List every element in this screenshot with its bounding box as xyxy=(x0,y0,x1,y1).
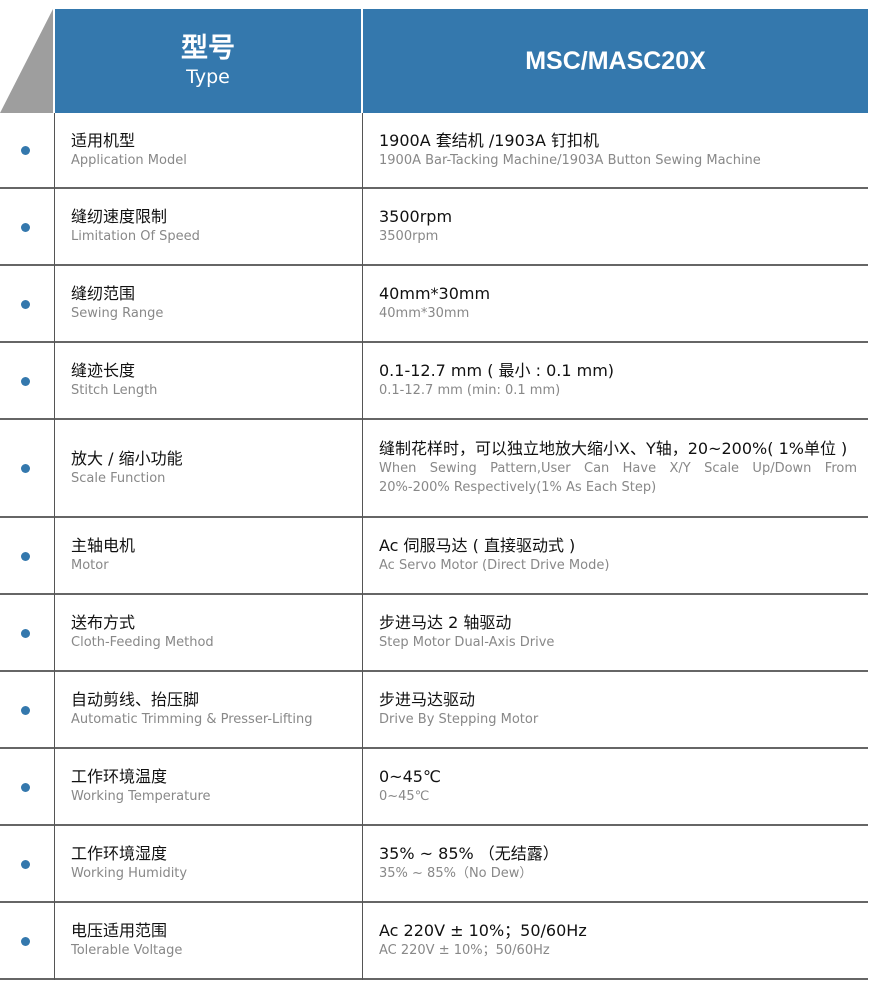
spec-value-en: 40mm*30mm xyxy=(379,306,470,321)
spec-value: 步进马达驱动 Drive By Stepping Motor xyxy=(379,672,857,747)
bullet-icon xyxy=(21,376,30,386)
table-row: 电压适用范围 Tolerable Voltage Ac 220V ± 10%；50… xyxy=(0,903,868,980)
spec-label-cn: 自动剪线、抬压脚 xyxy=(71,690,200,709)
column-divider xyxy=(54,113,55,980)
spec-label-cn: 工作环境湿度 xyxy=(71,844,168,863)
spec-value: 0~45℃ 0~45℃ xyxy=(379,749,857,824)
spec-value: 缝制花样时，可以独立地放大缩小X、Y轴，20~200%( 1%单位 ) When … xyxy=(379,420,857,516)
header-type-cell: 型号 Type xyxy=(55,9,361,113)
spec-label-en: Scale Function xyxy=(71,470,166,486)
bullet-icon xyxy=(21,705,30,715)
spec-value-en: 35% ~ 85%（No Dew） xyxy=(379,866,533,881)
spec-label-en: Sewing Range xyxy=(71,306,164,321)
spec-label-cn: 主轴电机 xyxy=(71,536,136,555)
spec-value-cn: 35% ~ 85% （无结露） xyxy=(379,844,559,863)
spec-label-en: Working Humidity xyxy=(71,866,188,881)
spec-value-cn: 0~45℃ xyxy=(379,767,441,786)
spec-label: 电压适用范围 Tolerable Voltage xyxy=(71,903,356,978)
spec-value-cn: 1900A 套结机 /1903A 钉扣机 xyxy=(379,130,599,150)
spec-label-cn: 缝纫速度限制 xyxy=(71,207,168,226)
spec-value-en: 1900A Bar-Tacking Machine/1903A Button S… xyxy=(379,152,761,168)
spec-label: 缝纫范围 Sewing Range xyxy=(71,266,356,341)
bullet-icon xyxy=(21,859,30,869)
table-row: 放大 / 缩小功能 Scale Function 缝制花样时，可以独立地放大缩小X… xyxy=(0,420,868,518)
spec-value-en: 3500rpm xyxy=(379,229,439,244)
table-row: 工作环境温度 Working Temperature 0~45℃ 0~45℃ xyxy=(0,749,868,826)
spec-label-en: Application Model xyxy=(71,152,187,168)
column-divider xyxy=(362,113,363,980)
spec-label: 主轴电机 Motor xyxy=(71,518,356,593)
spec-label-en: Motor xyxy=(71,558,109,573)
spec-value: 0.1-12.7 mm ( 最小 : 0.1 mm) 0.1-12.7 mm (m… xyxy=(379,343,857,418)
table-row: 缝纫范围 Sewing Range 40mm*30mm 40mm*30mm xyxy=(0,266,868,343)
table-row: 工作环境湿度 Working Humidity 35% ~ 85% （无结露） 35… xyxy=(0,826,868,903)
spec-value-cn: Ac 220V ± 10%；50/60Hz xyxy=(379,921,587,940)
spec-label: 工作环境湿度 Working Humidity xyxy=(71,826,356,901)
spec-value: 35% ~ 85% （无结露） 35% ~ 85%（No Dew） xyxy=(379,826,857,901)
spec-label: 自动剪线、抬压脚 Automatic Trimming & Presser-Lif… xyxy=(71,672,356,747)
bullet-icon xyxy=(21,782,30,792)
table-row: 送布方式 Cloth-Feeding Method 步进马达 2 轴驱动 Step … xyxy=(0,595,868,672)
spec-label-cn: 放大 / 缩小功能 xyxy=(71,448,183,468)
spec-value-cn: 40mm*30mm xyxy=(379,284,491,303)
table-row: 主轴电机 Motor Ac 伺服马达 ( 直接驱动式 ) Ac Servo Moto… xyxy=(0,518,868,595)
spec-label: 送布方式 Cloth-Feeding Method xyxy=(71,595,356,670)
spec-value: 40mm*30mm 40mm*30mm xyxy=(379,266,857,341)
header-corner-decoration xyxy=(0,9,53,113)
bullet-icon xyxy=(21,936,30,946)
spec-label: 适用机型 Application Model xyxy=(71,113,356,187)
spec-value: 1900A 套结机 /1903A 钉扣机 1900A Bar-Tacking Ma… xyxy=(379,113,857,187)
table-row: 缝纫速度限制 Limitation Of Speed 3500rpm 3500rpm xyxy=(0,189,868,266)
bullet-icon xyxy=(21,628,30,638)
spec-label-en: Automatic Trimming & Presser-Lifting xyxy=(71,712,313,727)
spec-value-en: Step Motor Dual-Axis Drive xyxy=(379,635,555,650)
spec-label: 放大 / 缩小功能 Scale Function xyxy=(71,420,356,516)
spec-value-en: When Sewing Pattern,User Can Have X/Y Sc… xyxy=(379,461,857,495)
spec-value-en: Drive By Stepping Motor xyxy=(379,712,539,727)
spec-value: Ac 220V ± 10%；50/60Hz AC 220V ± 10%；50/60… xyxy=(379,903,857,978)
bullet-icon xyxy=(21,464,30,473)
spec-value-cn: 缝制花样时，可以独立地放大缩小X、Y轴，20~200%( 1%单位 ) xyxy=(379,439,848,458)
spec-label-cn: 适用机型 xyxy=(71,130,136,150)
spec-value-en: 0.1-12.7 mm (min: 0.1 mm) xyxy=(379,383,561,398)
table-row: 适用机型 Application Model 1900A 套结机 /1903A 钉… xyxy=(0,113,868,189)
spec-label-cn: 缝迹长度 xyxy=(71,361,136,380)
spec-label-en: Limitation Of Speed xyxy=(71,229,200,244)
spec-label-en: Tolerable Voltage xyxy=(71,943,183,958)
spec-value-en: 0~45℃ xyxy=(379,789,430,804)
spec-label-cn: 工作环境温度 xyxy=(71,767,168,786)
spec-value-en: Ac Servo Motor (Direct Drive Mode) xyxy=(379,558,610,573)
header-model-cell: MSC/MASC20X xyxy=(363,9,868,113)
header-type-cn: 型号 xyxy=(181,33,235,64)
spec-value: 3500rpm 3500rpm xyxy=(379,189,857,264)
spec-label-cn: 电压适用范围 xyxy=(71,921,168,940)
spec-label-en: Stitch Length xyxy=(71,383,158,398)
spec-value-en: AC 220V ± 10%；50/60Hz xyxy=(379,943,550,958)
bullet-icon xyxy=(21,551,30,561)
spec-label: 缝纫速度限制 Limitation Of Speed xyxy=(71,189,356,264)
spec-label-cn: 缝纫范围 xyxy=(71,284,136,303)
header-type-en: Type xyxy=(186,66,230,88)
spec-label-cn: 送布方式 xyxy=(71,613,136,632)
spec-label-en: Working Temperature xyxy=(71,789,211,804)
spec-label: 缝迹长度 Stitch Length xyxy=(71,343,356,418)
header-model: MSC/MASC20X xyxy=(525,46,706,75)
spec-value: 步进马达 2 轴驱动 Step Motor Dual-Axis Drive xyxy=(379,595,857,670)
spec-value-cn: Ac 伺服马达 ( 直接驱动式 ) xyxy=(379,536,576,555)
spec-value-cn: 0.1-12.7 mm ( 最小 : 0.1 mm) xyxy=(379,361,615,380)
spec-label-en: Cloth-Feeding Method xyxy=(71,635,214,650)
spec-value-cn: 步进马达 2 轴驱动 xyxy=(379,613,512,632)
spec-value-cn: 步进马达驱动 xyxy=(379,690,476,709)
bullet-icon xyxy=(21,222,30,232)
table-row: 缝迹长度 Stitch Length 0.1-12.7 mm ( 最小 : 0.1… xyxy=(0,343,868,420)
spec-value-cn: 3500rpm xyxy=(379,207,453,226)
table-row: 自动剪线、抬压脚 Automatic Trimming & Presser-Lif… xyxy=(0,672,868,749)
spec-label: 工作环境温度 Working Temperature xyxy=(71,749,356,824)
spec-value: Ac 伺服马达 ( 直接驱动式 ) Ac Servo Motor (Direct … xyxy=(379,518,857,593)
bullet-icon xyxy=(21,146,30,155)
bullet-icon xyxy=(21,299,30,309)
